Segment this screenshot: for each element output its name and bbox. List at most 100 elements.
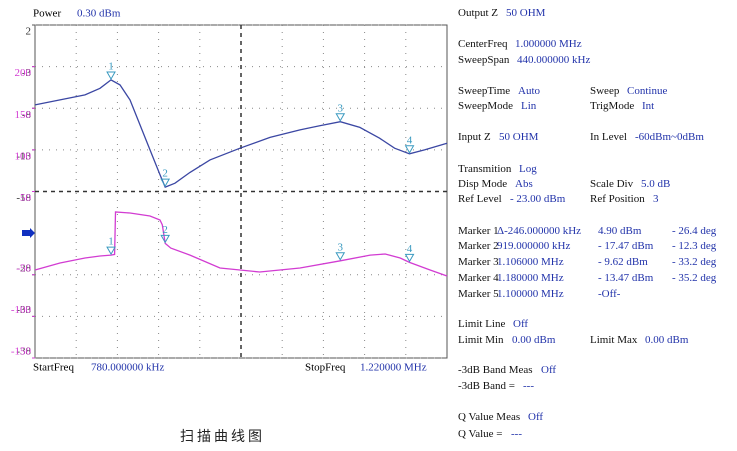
marker-value: - 35.2 deg <box>672 272 717 284</box>
setting-label: Limit Line <box>458 318 506 330</box>
setting-label: SweepSpan <box>458 54 510 66</box>
setting-label: Scale Div <box>590 178 634 190</box>
setting-label: Output Z <box>458 7 499 19</box>
marker-triangle <box>160 234 171 244</box>
setting-label: Q Value Meas <box>458 411 521 423</box>
setting-value: Log <box>519 163 537 175</box>
stop-value: 1.220000 MHz <box>360 362 427 374</box>
marker-triangle <box>335 252 346 261</box>
y2-tick-label: 150 <box>15 109 32 121</box>
setting-label: Limit Min <box>458 334 504 346</box>
setting-value: Abs <box>515 178 533 190</box>
y2-tick-label: -150 <box>11 346 32 358</box>
marker-label: 4 <box>407 134 413 146</box>
marker-triangle <box>335 113 346 122</box>
setting-value: - 23.00 dBm <box>510 193 566 205</box>
y-tick-label: -13 <box>16 150 31 162</box>
stop-label: StopFreq <box>305 362 346 374</box>
marker-value: - 9.62 dBm <box>598 256 648 268</box>
setting-value: 50 OHM <box>499 131 539 143</box>
setting-label: SweepTime <box>458 85 511 97</box>
y2-tick-label: 200 <box>15 67 32 79</box>
setting-label: Ref Level <box>458 193 502 205</box>
marker-label: Marker 4 <box>458 272 499 284</box>
setting-value: Off <box>541 364 557 376</box>
marker-value: 919.000000 kHz <box>497 240 571 252</box>
marker-triangle <box>404 253 415 263</box>
marker-label: Marker 2 <box>458 240 499 252</box>
y-tick-label: -33 <box>16 304 31 316</box>
marker-value: - 17.47 dBm <box>598 240 654 252</box>
ref-arrow <box>22 228 35 238</box>
marker-label: Marker 5 <box>458 288 499 300</box>
setting-label: Q Value = <box>458 428 503 440</box>
y-tick-label: 2 <box>26 26 32 38</box>
marker-value: -Off- <box>598 288 621 300</box>
setting-value: 0.00 dBm <box>512 334 556 346</box>
setting-value: --- <box>523 380 534 392</box>
marker-triangle <box>106 246 116 256</box>
marker-value: - 13.47 dBm <box>598 272 654 284</box>
marker-value: Δ-246.000000 kHz <box>497 225 582 237</box>
marker-label: 1 <box>108 60 114 72</box>
setting-value: Continue <box>627 85 668 97</box>
setting-value: -60dBm~0dBm <box>635 131 704 143</box>
setting-value: 5.0 dB <box>641 178 671 190</box>
start-value: 780.000000 kHz <box>91 362 164 374</box>
setting-value: 3 <box>653 193 659 205</box>
chart: Power 0.30 dBm StartFreq 780.000000 kHz … <box>11 8 448 374</box>
setting-value: Auto <box>518 85 540 97</box>
setting-value: Off <box>528 411 544 423</box>
setting-value: --- <box>511 428 522 440</box>
start-label: StartFreq <box>33 362 74 374</box>
y2-tick-label: -50 <box>16 262 31 274</box>
setting-value: 1.000000 MHz <box>515 38 582 50</box>
trace-line <box>34 79 448 188</box>
setting-value: Lin <box>521 100 537 112</box>
y-tick-label: -8 <box>22 109 32 121</box>
setting-label: -3dB Band Meas <box>458 364 533 376</box>
power-label: Power <box>33 8 61 20</box>
marker-label: Marker 1 <box>458 225 499 237</box>
marker-label: Marker 3 <box>458 256 499 268</box>
setting-label: TrigMode <box>590 100 635 112</box>
setting-value: 50 OHM <box>506 7 546 19</box>
y-tick-label: -38 <box>16 346 31 358</box>
setting-label: Ref Position <box>590 193 645 205</box>
y2-tick-label: -100 <box>11 304 32 316</box>
setting-value: Off <box>513 318 529 330</box>
setting-label: Transmition <box>458 163 512 175</box>
marker-value: 1.106000 MHz <box>497 256 564 268</box>
setting-label: -3dB Band = <box>458 380 515 392</box>
setting-label: Disp Mode <box>458 178 508 190</box>
setting-label: Input Z <box>458 131 491 143</box>
setting-value: 440.000000 kHz <box>517 54 591 66</box>
setting-label: Limit Max <box>590 334 638 346</box>
caption: 扫描曲线图 <box>180 429 265 445</box>
marker-value: - 26.4 deg <box>672 225 717 237</box>
marker-label: 4 <box>407 243 413 255</box>
y-tick-label: -28 <box>16 262 31 274</box>
y-tick-label: -18 <box>16 192 31 204</box>
setting-label: In Level <box>590 131 627 143</box>
marker-triangle <box>106 71 116 80</box>
y-tick-label: -3 <box>22 67 32 79</box>
marker-label: 2 <box>162 168 168 180</box>
setting-label: SweepMode <box>458 100 513 112</box>
setting-value: Int <box>642 100 655 112</box>
trace-line <box>34 211 448 277</box>
y2-tick-label: 100 <box>15 150 32 162</box>
marker-value: 1.100000 MHz <box>497 288 564 300</box>
marker-value: 4.90 dBm <box>598 225 642 237</box>
y2-tick-label: 50 <box>20 192 32 204</box>
setting-value: 0.00 dBm <box>645 334 689 346</box>
marker-label: 1 <box>108 236 114 248</box>
setting-label: CenterFreq <box>458 38 508 50</box>
marker-label: 3 <box>338 102 344 114</box>
power-value: 0.30 dBm <box>77 8 121 20</box>
marker-triangle <box>160 178 171 188</box>
marker-value: - 12.3 deg <box>672 240 717 252</box>
marker-value: - 33.2 deg <box>672 256 717 268</box>
plot-frame <box>34 24 448 359</box>
